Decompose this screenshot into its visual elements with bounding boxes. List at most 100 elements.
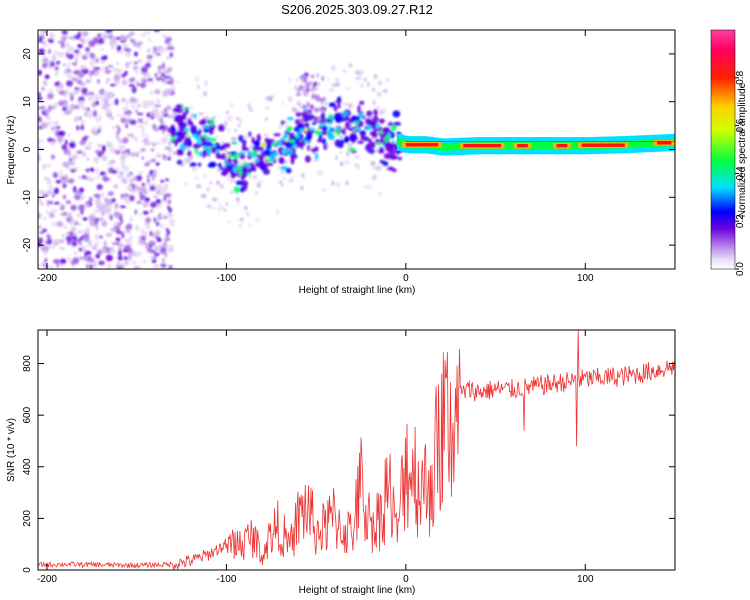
spectral-blob (148, 101, 156, 106)
spectral-blob (167, 211, 173, 219)
spectral-blob (62, 233, 65, 238)
spectral-blob (73, 186, 77, 193)
spectral-blob (170, 221, 175, 228)
spectral-blob (273, 133, 281, 137)
spectral-blob (93, 217, 100, 223)
spectral-blob (57, 130, 65, 137)
spectral-blob (42, 57, 49, 64)
spectral-blob (38, 143, 41, 146)
blob-layer (38, 30, 406, 269)
spectral-blob (150, 111, 154, 117)
snr-axes: -200 -100 0 100 0 200 400 600 800 (22, 330, 675, 585)
spectral-blob (265, 96, 272, 100)
figure-title: S206.2025.303.09.27.R12 (281, 2, 433, 17)
spectral-blob (70, 169, 77, 173)
spectral-blob (38, 37, 43, 43)
spectral-blob (362, 77, 368, 82)
spectral-blob (357, 105, 361, 113)
spectral-blob (141, 133, 146, 137)
spectral-blob (117, 255, 123, 261)
spectral-blob (310, 104, 314, 110)
spectral-blob (122, 115, 126, 119)
spectral-blob (52, 172, 58, 178)
spectral-blob (355, 156, 360, 159)
spectral-blob (131, 105, 135, 109)
spectral-blob (53, 187, 60, 195)
spectral-blob (69, 141, 76, 149)
spectral-blob (38, 116, 43, 123)
spectral-blob (59, 239, 65, 244)
spectral-blob (283, 132, 289, 141)
spectral-blob (121, 79, 128, 86)
spectral-blob (366, 125, 373, 131)
spectral-blob (336, 81, 340, 87)
spectral-blob (79, 197, 84, 201)
spectral-blob (143, 31, 151, 35)
spectral-blob (113, 221, 118, 227)
spectral-blob (168, 264, 173, 269)
spectral-blob (232, 158, 238, 162)
spectral-blob (185, 133, 191, 138)
spectral-blob (131, 86, 137, 94)
spectral-blob (189, 162, 197, 168)
spectral-blob (145, 217, 151, 224)
spectral-blob (363, 136, 370, 142)
spectral-blob (153, 171, 158, 176)
spectral-blob (321, 76, 325, 81)
spectral-blob (42, 194, 49, 197)
spectral-blob (105, 232, 113, 238)
spectral-blob (138, 171, 144, 175)
spectral-blob (149, 209, 154, 213)
spectral-blob (48, 48, 51, 55)
spectral-blob (230, 141, 238, 145)
spectral-blob (195, 175, 198, 181)
spectral-blob (123, 47, 131, 51)
spectral-blob (121, 178, 128, 184)
spectral-blob (329, 127, 335, 133)
spectral-blob (55, 85, 60, 92)
spectral-blob (76, 125, 80, 131)
spectral-blob (360, 108, 363, 112)
spectral-blob (328, 102, 335, 107)
spectral-blob (237, 160, 243, 165)
spectral-blob (117, 174, 125, 180)
spectral-blob (144, 197, 150, 203)
spectral-blob (235, 117, 240, 120)
spectral-blob (97, 249, 103, 255)
spectral-blob (139, 194, 146, 201)
spectral-blob (378, 118, 385, 124)
spectral-blob (373, 74, 378, 80)
spectral-blob (319, 123, 324, 127)
spectral-blob (273, 152, 279, 157)
spectral-blob (88, 215, 95, 221)
spectral-blob (137, 150, 142, 154)
spectral-blob (127, 113, 131, 118)
spectral-blob (354, 120, 359, 126)
spectral-blob (137, 235, 141, 238)
spectral-blob (304, 155, 311, 163)
spectral-blob (77, 229, 85, 234)
spectral-blob (198, 151, 204, 157)
spectral-blob (65, 200, 72, 205)
spectral-blob (67, 46, 75, 53)
spectral-blob (53, 201, 60, 205)
spectral-blob (57, 40, 61, 44)
spectral-blob (154, 245, 158, 252)
spectral-blob (164, 186, 168, 192)
spectral-blob (187, 118, 192, 125)
spectral-blob (310, 86, 316, 93)
spectral-blob (100, 47, 104, 51)
spectral-blob (143, 138, 149, 142)
spectral-blob (122, 43, 129, 50)
spectral-blob (159, 214, 166, 218)
spectral-blob (101, 105, 107, 110)
spectral-blob (295, 134, 300, 139)
spectral-blob (375, 124, 380, 129)
spectral-blob (303, 127, 308, 132)
spectral-blob (343, 69, 347, 73)
spectral-blob (52, 193, 55, 198)
spectral-blob (111, 170, 118, 174)
spectral-blob (141, 127, 145, 134)
spectral-blob (383, 152, 392, 160)
